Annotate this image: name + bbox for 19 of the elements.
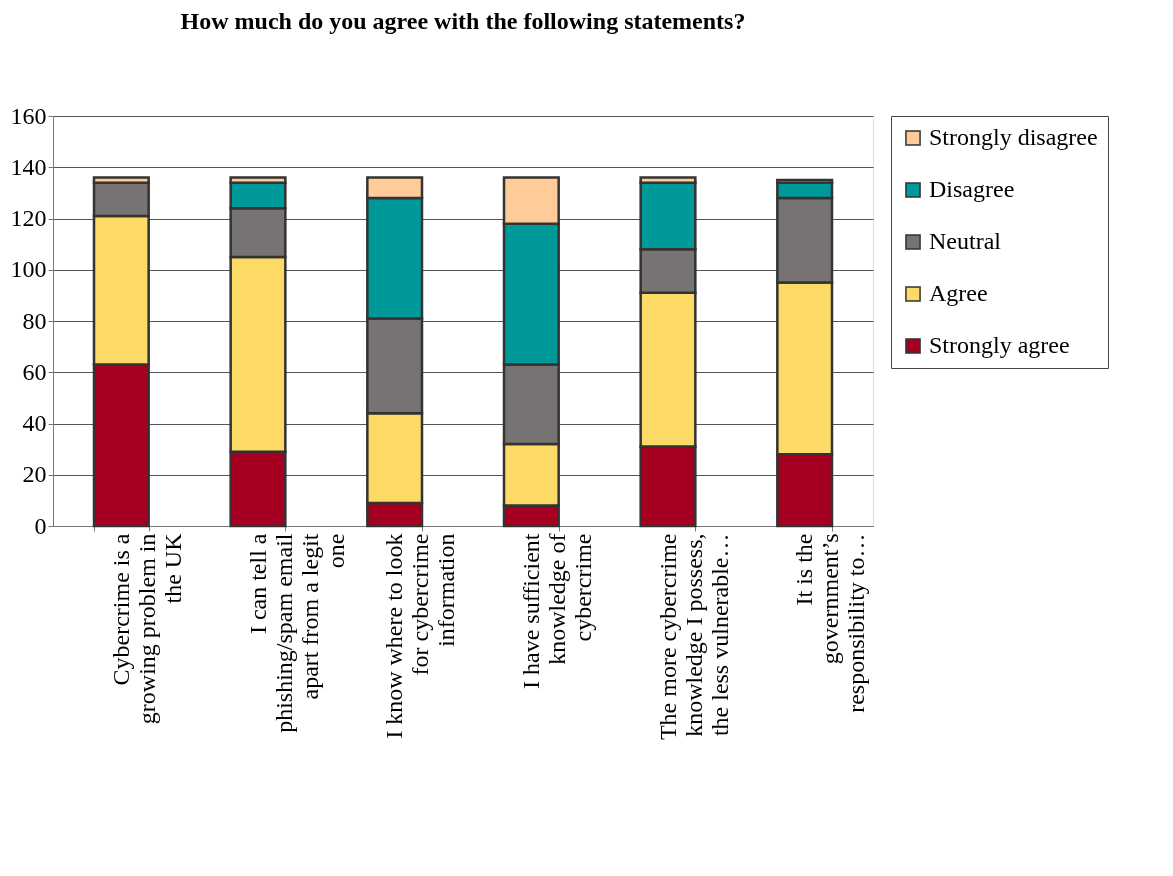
- y-tick-label: 40: [22, 410, 47, 436]
- x-tick-label: The more cybercrime knowledge I possess, the less vulnerable…: [654, 533, 733, 741]
- x-tick-label: Cybercrime is a growing problem in the UK: [107, 532, 186, 725]
- legend-label: Disagree: [929, 176, 1015, 202]
- y-tick-label: 140: [10, 153, 47, 180]
- legend-label: Strongly agree: [929, 332, 1070, 358]
- y-tick-label: 160: [10, 102, 47, 129]
- legend-label: Neutral: [929, 228, 1002, 254]
- y-tick-label: 20: [22, 461, 47, 488]
- y-tick-label: 0: [34, 512, 47, 539]
- legend-label: Agree: [929, 280, 988, 306]
- y-tick-label: 120: [10, 205, 47, 231]
- legend-label: Strongly disagree: [929, 124, 1098, 150]
- y-tick-label: 80: [22, 307, 47, 334]
- y-tick-label: 100: [10, 256, 47, 283]
- chart-title: How much do you agree with the following statements?: [180, 8, 746, 34]
- y-tick-label: 60: [22, 358, 47, 385]
- x-tick-label: I can tell a phishing/spam email apart from a legit one: [244, 533, 349, 733]
- x-tick-label: It is the government’s responsibility to…: [791, 533, 870, 713]
